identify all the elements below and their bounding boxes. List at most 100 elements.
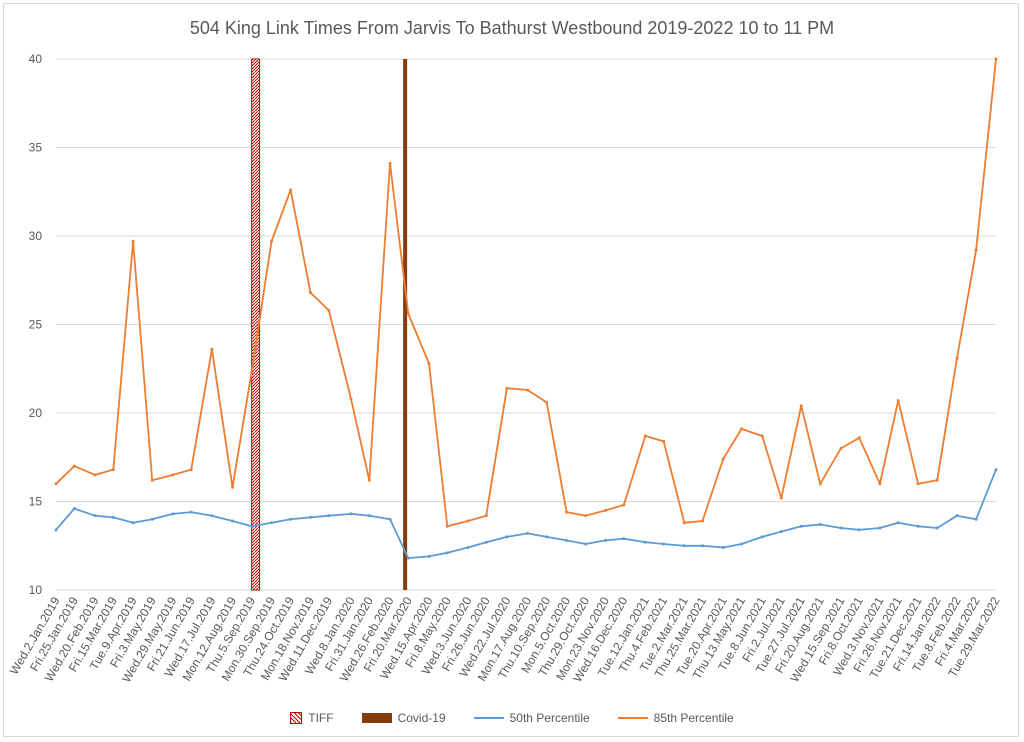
series-2-point-27 <box>584 542 588 546</box>
legend-label-50th: 50th Percentile <box>509 711 590 725</box>
legend-swatch-covid <box>361 713 392 723</box>
legend-item-tiff: TIFF <box>290 711 334 725</box>
series-3-point-23 <box>505 386 509 390</box>
series-3-point-34 <box>721 457 725 461</box>
series-2-point-36 <box>760 535 764 539</box>
series-2-point-6 <box>171 512 175 516</box>
series-2-point-29 <box>622 537 626 541</box>
y-tick-label-40: 40 <box>29 52 43 66</box>
series-2-point-2 <box>93 514 97 518</box>
series-2-point-12 <box>289 517 293 521</box>
series-3-point-28 <box>604 508 608 512</box>
series-3-point-43 <box>896 399 900 403</box>
series-3-point-21 <box>466 519 470 523</box>
series-3-point-27 <box>584 514 588 518</box>
legend-swatch-tiff <box>290 712 303 724</box>
series-2-point-24 <box>526 531 530 535</box>
series-2-point-43 <box>896 521 900 525</box>
series-2-point-5 <box>150 517 154 521</box>
series-2-point-48 <box>994 468 998 472</box>
series-3-point-30 <box>643 434 647 438</box>
series-3-point-18 <box>406 312 410 316</box>
series-3-point-42 <box>878 482 882 486</box>
series-2-point-45 <box>935 526 939 530</box>
series-3-point-6 <box>171 473 175 477</box>
series-2-point-31 <box>662 542 666 546</box>
y-tick-label-10: 10 <box>29 583 43 597</box>
series-3-point-15 <box>349 397 353 401</box>
series-2-point-39 <box>818 523 822 527</box>
legend-label-85th: 85th Percentile <box>653 711 734 725</box>
series-3-point-12 <box>289 188 293 192</box>
legend-item-85th: 85th Percentile <box>617 711 734 725</box>
series-3-point-38 <box>799 404 803 408</box>
x-axis-tick-labels: Wed.2.Jan.2019Fri.25.Jan.2019Wed.20.Feb.… <box>7 594 1003 685</box>
series-3-point-32 <box>682 521 686 525</box>
series-2-point-47 <box>974 517 978 521</box>
series-2-point-19 <box>427 554 431 558</box>
series-2-point-4 <box>131 521 135 525</box>
series-2-point-33 <box>701 544 705 548</box>
series-3-point-4 <box>131 239 135 243</box>
y-tick-label-35: 35 <box>29 141 43 155</box>
legend-item-covid: Covid-19 <box>361 711 446 725</box>
series-2-point-3 <box>111 515 115 519</box>
series-3-point-25 <box>545 400 549 404</box>
series-2-point-32 <box>682 544 686 548</box>
legend-swatch-50th <box>473 717 504 719</box>
chart-legend: TIFF Covid-19 50th Percentile 85th Perce… <box>0 711 1024 725</box>
series-2-point-10 <box>250 524 254 528</box>
legend-item-50th: 50th Percentile <box>473 711 590 725</box>
series-lines <box>54 57 998 560</box>
series-2-point-17 <box>388 517 392 521</box>
series-2-point-26 <box>565 538 569 542</box>
series-3-point-7 <box>189 468 193 472</box>
series-3-point-19 <box>427 361 431 365</box>
series-3-point-47 <box>974 248 978 252</box>
event-marker-covid <box>403 59 408 590</box>
series-3-point-13 <box>308 291 312 295</box>
series-3-point-9 <box>231 485 235 489</box>
series-2-point-30 <box>643 540 647 544</box>
series-2-point-42 <box>878 526 882 530</box>
series-2-point-0 <box>54 528 58 532</box>
series-3-point-26 <box>565 510 569 514</box>
chart-title: 504 King Link Times From Jarvis To Bathu… <box>189 18 835 38</box>
series-2-point-46 <box>955 514 959 518</box>
series-line-2 <box>55 469 997 559</box>
y-tick-label-25: 25 <box>29 318 43 332</box>
series-2-point-21 <box>466 546 470 550</box>
series-3-point-35 <box>740 427 744 431</box>
series-3-point-1 <box>72 464 76 468</box>
legend-swatch-85th <box>617 717 648 719</box>
series-2-point-34 <box>721 546 725 550</box>
series-2-point-28 <box>604 538 608 542</box>
series-3-point-37 <box>779 496 783 500</box>
series-3-point-0 <box>54 482 58 486</box>
series-3-point-3 <box>111 468 115 472</box>
series-2-point-14 <box>327 514 331 518</box>
series-3-point-41 <box>857 436 861 440</box>
series-3-point-17 <box>388 161 392 165</box>
series-3-point-8 <box>210 347 214 351</box>
series-2-point-20 <box>445 551 449 555</box>
series-2-point-7 <box>189 510 193 514</box>
series-2-point-13 <box>308 515 312 519</box>
series-2-point-40 <box>839 526 843 530</box>
gridlines <box>56 58 996 591</box>
series-3-point-46 <box>955 356 959 360</box>
series-3-point-29 <box>622 503 626 507</box>
series-3-point-2 <box>93 473 97 477</box>
series-2-point-38 <box>799 524 803 528</box>
series-3-point-31 <box>662 439 666 443</box>
series-2-point-9 <box>231 519 235 523</box>
series-2-point-37 <box>779 530 783 534</box>
legend-label-tiff: TIFF <box>308 711 334 725</box>
series-3-point-36 <box>760 434 764 438</box>
series-2-point-23 <box>505 535 509 539</box>
series-2-point-15 <box>349 512 353 516</box>
series-3-point-44 <box>916 482 920 486</box>
y-axis-tick-labels: 10 15 20 25 30 35 40 <box>29 52 43 597</box>
series-3-point-48 <box>994 57 998 61</box>
